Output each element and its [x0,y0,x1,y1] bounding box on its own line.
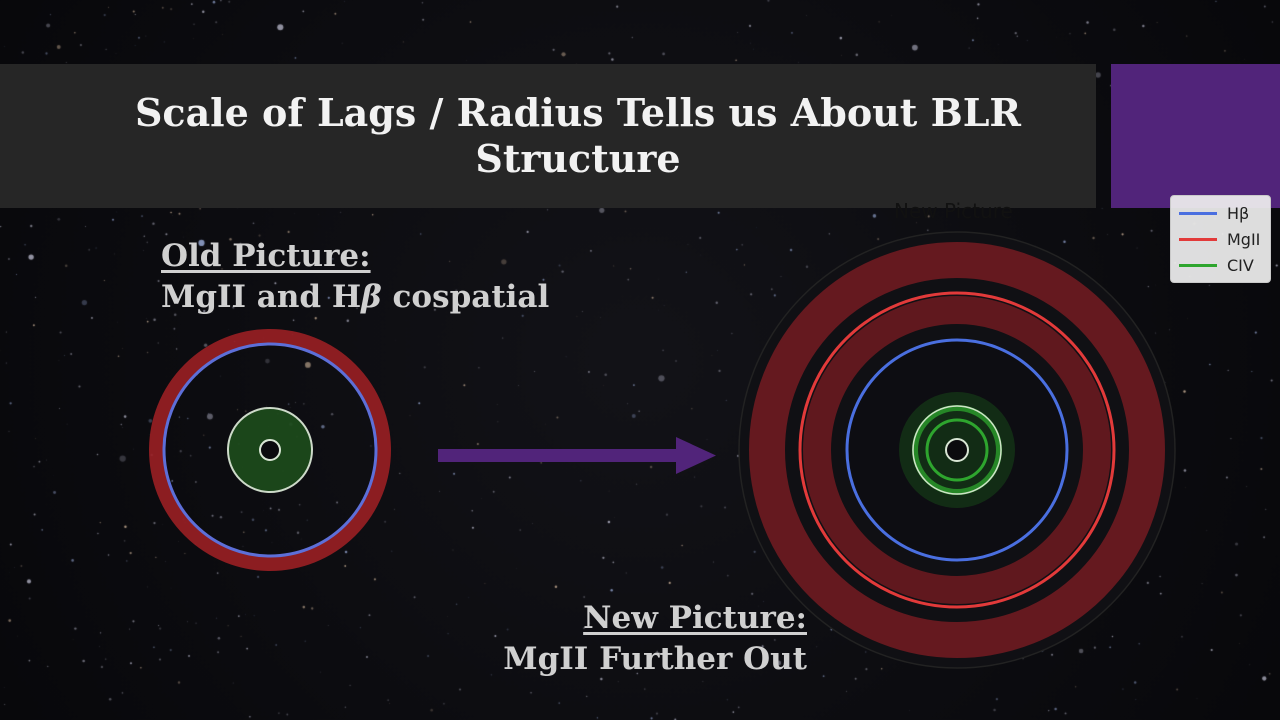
arrow-right-icon [438,437,716,474]
old-picture-heading: Old Picture: [161,238,371,274]
new-picture-caption: MgII Further Out [503,641,807,677]
legend-swatch-hbeta [1179,211,1217,215]
old-caption-prefix: MgII and H [161,279,362,315]
old-picture-caption: MgII and Hβ cospatial [161,277,549,318]
new-civ-outline [912,405,1002,495]
new-picture-heading: New Picture: [583,600,807,636]
new-picture-diagram [738,231,1176,669]
legend-item-mgii: MgII [1171,226,1270,252]
new-civ-band [912,405,1002,495]
legend-label-civ: CIV [1227,255,1254,275]
title-bar: Scale of Lags / Radius Tells us About BL… [0,64,1096,208]
legend-swatch-mgii [1179,237,1217,241]
arrow-head [676,437,716,474]
legend-label-hbeta: Hβ [1227,203,1250,223]
purple-accent-block [1111,64,1280,208]
old-picture-label: Old Picture: MgII and Hβ cospatial [161,236,549,318]
new-center-source [945,438,969,462]
old-caption-suffix: cospatial [381,279,550,315]
slide-title-line-2: Structure [475,136,681,181]
new-mgii-inner-band [803,296,1111,604]
new-picture-label: New Picture: MgII Further Out [503,598,807,680]
old-mgii-ring [149,329,391,571]
legend-item-hbeta: Hβ [1171,200,1270,226]
old-center-source [259,439,281,461]
arrow-shaft [438,449,678,462]
legend-label-mgii: MgII [1227,229,1261,249]
old-picture-diagram [149,329,391,571]
old-hbeta-ring [162,342,378,558]
figure-title: New Picture [894,199,1013,223]
new-civ-ring [925,418,989,482]
slide-title-line-1: Scale of Lags / Radius Tells us About BL… [134,90,1021,135]
legend-swatch-civ [1179,263,1217,267]
new-mgii-outer-band [749,242,1165,658]
old-caption-symbol: β [361,279,382,315]
legend: Hβ MgII CIV [1170,195,1271,283]
new-mgii-ring [798,291,1116,609]
legend-item-civ: CIV [1171,252,1270,278]
